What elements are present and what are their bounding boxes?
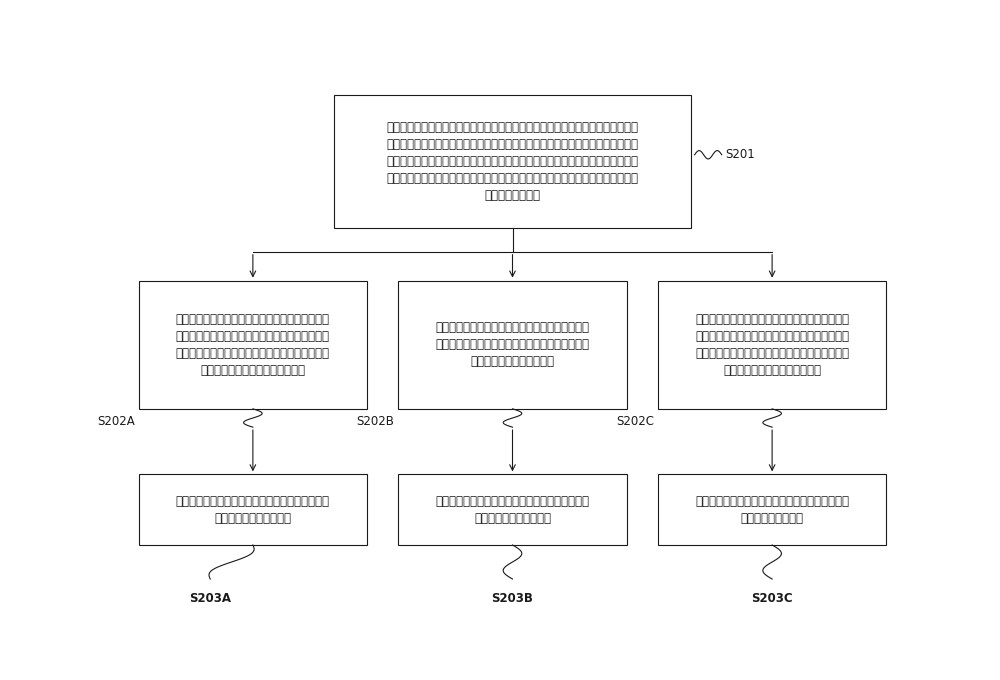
Bar <box>139 475 367 545</box>
Text: S202A: S202A <box>97 415 135 428</box>
Text: S203C: S203C <box>751 592 793 605</box>
Text: 若所述充电口盖状态信息为闭合状态、所述行驶状
态信息为静止状态、所述充电枪连接状态信息为未
连接状态且所述用户验证信息为合法用户，则确定
所述目标意图为充电口盖: 若所述充电口盖状态信息为闭合状态、所述行驶状 态信息为静止状态、所述充电枪连接状… <box>176 313 330 377</box>
Text: 若所述充电口盖状态信息为打开状态，并且，所述
充电枪连接状态信息为未连接状态，则确定所述目
标意图为充电口盖闭合意图: 若所述充电口盖状态信息为打开状态，并且，所述 充电枪连接状态信息为未连接状态，则… <box>436 321 590 368</box>
Text: 若所述充电口盖状态信息为打开状态、所述行驶状
态信息为静止状态、所述充电枪连接状态信息为已
连接状态且所述用户验证信息为合法用户，则确定
所述目标意图为充电锁解: 若所述充电口盖状态信息为打开状态、所述行驶状 态信息为静止状态、所述充电枪连接状… <box>695 313 849 377</box>
Text: S201: S201 <box>726 148 755 161</box>
Text: 若检测到用户对于电动操作开关的按压操作，则获取目标车辆当前的充电口盖状态
信息、行驶状态信息、充电枪连接状态信息和用户验证信息；其中，所述充电口盖
状态信息包括: 若检测到用户对于电动操作开关的按压操作，则获取目标车辆当前的充电口盖状态 信息、… <box>386 121 639 202</box>
Text: 若所述目标意图为充电锁解锁意图，则执行解锁所
述充电锁的控制操作: 若所述目标意图为充电锁解锁意图，则执行解锁所 述充电锁的控制操作 <box>695 494 849 525</box>
Text: 若所述目标意图为充电口盖闭合意图，则执行闭合
所述充电口盖的控制操作: 若所述目标意图为充电口盖闭合意图，则执行闭合 所述充电口盖的控制操作 <box>436 494 590 525</box>
Text: S202C: S202C <box>616 415 654 428</box>
Bar <box>658 281 886 409</box>
Bar <box>398 475 627 545</box>
Bar <box>139 281 367 409</box>
Text: S203B: S203B <box>492 592 533 605</box>
Bar <box>398 281 627 409</box>
Text: 若所述目标意图为充电口盖打开意图，则执行打开
所述充电口盖的控制操作: 若所述目标意图为充电口盖打开意图，则执行打开 所述充电口盖的控制操作 <box>176 494 330 525</box>
Bar <box>658 475 886 545</box>
Text: S202B: S202B <box>356 415 394 428</box>
Bar <box>334 95 691 228</box>
Text: S203A: S203A <box>189 592 231 605</box>
